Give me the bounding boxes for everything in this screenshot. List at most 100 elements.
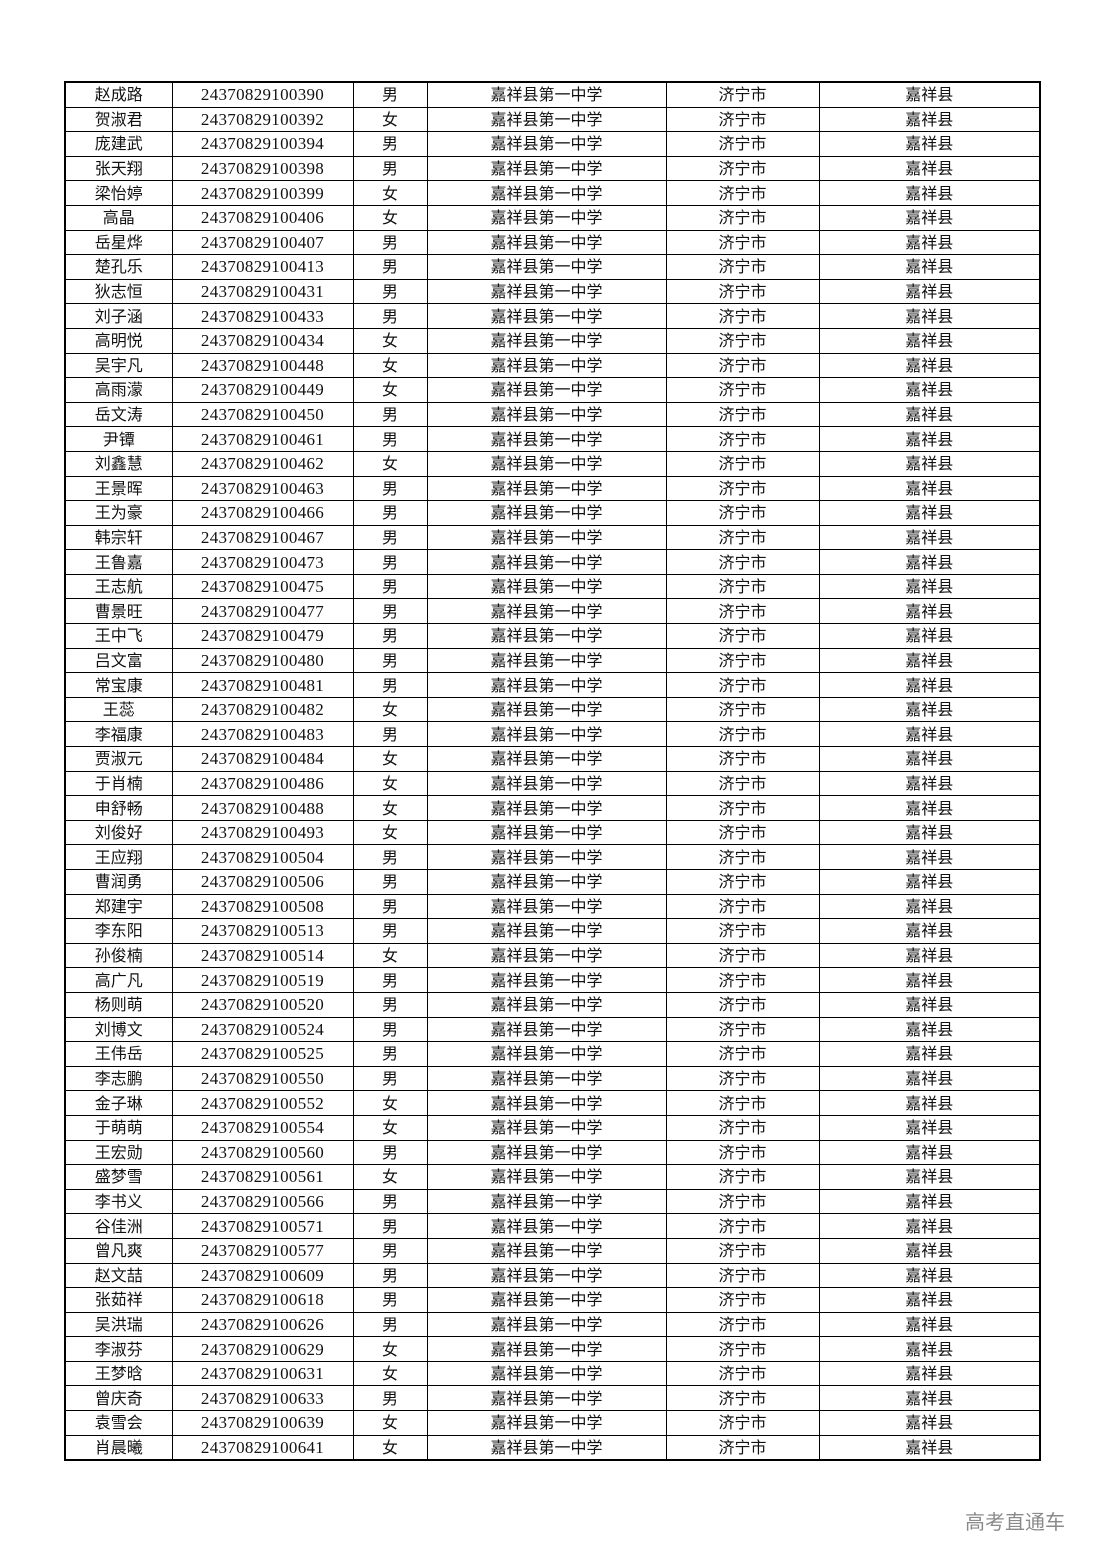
exam-number-cell: 24370829100392 [171,106,354,133]
gender-cell: 女 [352,746,428,772]
city-cell: 济宁市 [665,1385,820,1412]
county-cell: 嘉祥县 [818,180,1041,206]
county-cell: 嘉祥县 [818,1213,1041,1239]
student-name-cell: 韩宗轩 [64,524,173,551]
gender-cell: 女 [352,1164,428,1190]
county-cell: 嘉祥县 [818,303,1041,329]
student-name-cell: 赵文喆 [64,1262,173,1289]
student-name-cell: 杨则萌 [64,991,173,1018]
exam-number-cell: 24370829100641 [171,1434,354,1461]
city-cell: 济宁市 [665,696,820,723]
school-cell: 嘉祥县第一中学 [426,869,667,895]
exam-number-cell: 24370829100504 [171,844,354,870]
table-row: 狄志恒 24370829100431 男嘉祥县第一中学 济宁市 嘉祥县 [64,278,1041,305]
exam-number-cell: 24370829100406 [171,204,354,231]
exam-number-cell: 24370829100462 [171,450,354,477]
gender-cell: 女 [352,180,428,206]
gender-cell: 男 [352,1188,428,1215]
table-row: 张茹祥 24370829100618 男嘉祥县第一中学 济宁市 嘉祥县 [64,1287,1041,1313]
school-cell: 嘉祥县第一中学 [426,1237,667,1264]
exam-number-cell: 24370829100525 [171,1041,354,1067]
county-cell: 嘉祥县 [818,524,1041,551]
city-cell: 济宁市 [665,1114,820,1141]
city-cell: 济宁市 [665,1360,820,1387]
school-cell: 嘉祥县第一中学 [426,1262,667,1289]
table-row: 曾凡爽 24370829100577 男嘉祥县第一中学 济宁市 嘉祥县 [64,1237,1041,1264]
county-cell: 嘉祥县 [818,81,1041,108]
city-cell: 济宁市 [665,303,820,329]
exam-number-cell: 24370829100506 [171,869,354,895]
gender-cell: 男 [352,303,428,329]
exam-number-cell: 24370829100475 [171,573,354,600]
table-row: 于肖楠 24370829100486 女嘉祥县第一中学 济宁市 嘉祥县 [64,770,1041,797]
county-cell: 嘉祥县 [818,1385,1041,1412]
student-name-cell: 楚孔乐 [64,254,173,280]
table-row: 袁雪会 24370829100639 女嘉祥县第一中学 济宁市 嘉祥县 [64,1410,1041,1436]
city-cell: 济宁市 [665,795,820,821]
exam-number-cell: 24370829100450 [171,401,354,428]
city-cell: 济宁市 [665,1041,820,1067]
gender-cell: 女 [352,1410,428,1436]
table-row: 金子琳 24370829100552 女嘉祥县第一中学 济宁市 嘉祥县 [64,1090,1041,1116]
student-name-cell: 李东阳 [64,918,173,944]
student-name-cell: 刘子涵 [64,303,173,329]
student-name-cell: 盛梦雪 [64,1164,173,1190]
county-cell: 嘉祥县 [818,426,1041,452]
student-name-cell: 王伟岳 [64,1041,173,1067]
school-cell: 嘉祥县第一中学 [426,254,667,280]
gender-cell: 男 [352,647,428,674]
exam-number-cell: 24370829100461 [171,426,354,452]
student-name-cell: 于肖楠 [64,770,173,797]
exam-number-cell: 24370829100524 [171,1016,354,1043]
city-cell: 济宁市 [665,204,820,231]
table-row: 韩宗轩 24370829100467 男嘉祥县第一中学 济宁市 嘉祥县 [64,524,1041,551]
city-cell: 济宁市 [665,327,820,354]
gender-cell: 男 [352,1016,428,1043]
gender-cell: 男 [352,893,428,920]
city-cell: 济宁市 [665,623,820,649]
exam-number-cell: 24370829100493 [171,819,354,846]
city-cell: 济宁市 [665,770,820,797]
city-cell: 济宁市 [665,377,820,403]
gender-cell: 男 [352,1262,428,1289]
student-name-cell: 岳文涛 [64,401,173,428]
exam-number-cell: 24370829100631 [171,1360,354,1387]
county-cell: 嘉祥县 [818,770,1041,797]
student-name-cell: 曹润勇 [64,869,173,895]
city-cell: 济宁市 [665,746,820,772]
table-row: 王中飞 24370829100479 男嘉祥县第一中学 济宁市 嘉祥县 [64,623,1041,649]
school-cell: 嘉祥县第一中学 [426,1336,667,1362]
exam-number-cell: 24370829100488 [171,795,354,821]
student-name-cell: 张天翔 [64,155,173,182]
county-cell: 嘉祥县 [818,647,1041,674]
gender-cell: 男 [352,672,428,698]
table-row: 吕文富 24370829100480 男嘉祥县第一中学 济宁市 嘉祥县 [64,647,1041,674]
county-cell: 嘉祥县 [818,377,1041,403]
student-name-cell: 吕文富 [64,647,173,674]
gender-cell: 男 [352,81,428,108]
school-cell: 嘉祥县第一中学 [426,1065,667,1092]
exam-number-cell: 24370829100609 [171,1262,354,1289]
student-name-cell: 李福康 [64,721,173,748]
city-cell: 济宁市 [665,155,820,182]
school-cell: 嘉祥县第一中学 [426,623,667,649]
school-cell: 嘉祥县第一中学 [426,229,667,256]
county-cell: 嘉祥县 [818,819,1041,846]
exam-number-cell: 24370829100399 [171,180,354,206]
table-row: 孙俊楠 24370829100514 女嘉祥县第一中学 济宁市 嘉祥县 [64,942,1041,969]
school-cell: 嘉祥县第一中学 [426,426,667,452]
exam-number-cell: 24370829100394 [171,131,354,157]
city-cell: 济宁市 [665,401,820,428]
school-cell: 嘉祥县第一中学 [426,1090,667,1116]
gender-cell: 男 [352,524,428,551]
school-cell: 嘉祥县第一中学 [426,1041,667,1067]
gender-cell: 男 [352,229,428,256]
county-cell: 嘉祥县 [818,942,1041,969]
exam-number-cell: 24370829100550 [171,1065,354,1092]
table-row: 曹润勇 24370829100506 男嘉祥县第一中学 济宁市 嘉祥县 [64,869,1041,895]
student-name-cell: 尹镡 [64,426,173,452]
exam-number-cell: 24370829100407 [171,229,354,256]
school-cell: 嘉祥县第一中学 [426,1410,667,1436]
city-cell: 济宁市 [665,573,820,600]
table-row: 李淑芬 24370829100629 女嘉祥县第一中学 济宁市 嘉祥县 [64,1336,1041,1362]
